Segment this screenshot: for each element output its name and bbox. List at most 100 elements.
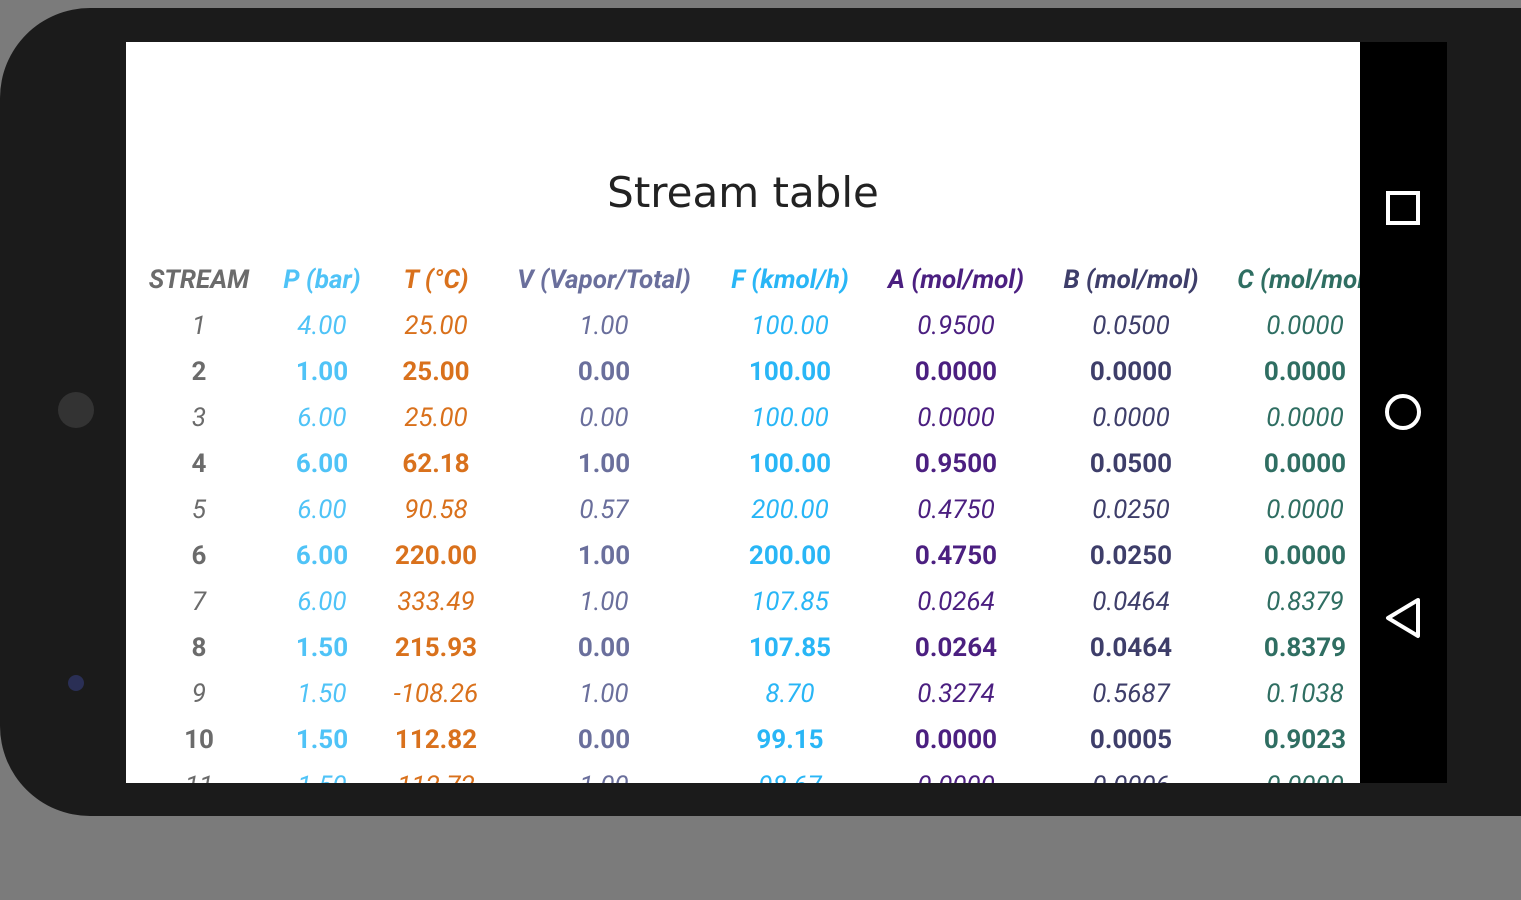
table-cell: 6.00: [297, 495, 347, 525]
column-header: B (mol/mol): [1063, 265, 1199, 295]
table-cell: 6.00: [297, 587, 347, 617]
table-cell: 333.49: [397, 587, 475, 617]
back-button[interactable]: [1386, 598, 1420, 638]
camera: [68, 675, 84, 691]
table-cell: 0.5687: [1092, 679, 1170, 709]
table-cell: 107.85: [748, 633, 832, 663]
table-cell: 0.0000: [1266, 311, 1344, 341]
table-cell: 0.4750: [914, 541, 998, 571]
nav-icons: [1385, 191, 1421, 638]
table-cell: 0.00: [579, 403, 629, 433]
table-cell: 0.9500: [914, 449, 998, 479]
table-cell: 4: [191, 449, 207, 479]
table-cell: 6: [191, 541, 207, 571]
table-cell: 0.4750: [917, 495, 995, 525]
table-cell: 1.00: [577, 449, 631, 479]
table-cell: 100.00: [748, 357, 832, 387]
table-cell: 0.0000: [1195, 769, 1360, 783]
table-cell: 0.1038: [1266, 679, 1344, 709]
table-cell: 25.00: [404, 403, 468, 433]
column-header: V (Vapor/Total): [517, 265, 691, 295]
table-cell: 25.00: [404, 311, 468, 341]
column-header: F (kmol/h): [731, 265, 849, 295]
table-cell: 0.0500: [1092, 311, 1170, 341]
column-header: A (mol/mol): [888, 265, 1024, 295]
table-cell: 0.8379: [1266, 587, 1344, 617]
table-cell: 100.00: [751, 403, 829, 433]
table-cell: 0.0464: [1092, 587, 1170, 617]
table-cell: 25.00: [402, 357, 470, 387]
table-cell: 107.85: [751, 587, 829, 617]
table-cell: 0.0250: [1092, 495, 1170, 525]
table-cell: 0.0000: [1089, 357, 1173, 387]
title: Stream table: [607, 168, 879, 217]
table-cell: 6.00: [295, 449, 349, 479]
column-header: T (°C): [403, 265, 469, 295]
column-header: STREAM: [148, 265, 250, 295]
table-cell: 0.00: [577, 633, 631, 663]
table-cell: 90.58: [404, 495, 468, 525]
table-cell: 1.00: [579, 587, 629, 617]
table-cell: 62.18: [402, 449, 470, 479]
table-cell: 100.00: [751, 311, 829, 341]
table-cell: 0.8379: [1263, 633, 1347, 663]
table-cell: 1.00: [494, 769, 714, 783]
table-cell: 1.50: [295, 633, 349, 663]
table-cell: 5: [191, 495, 207, 525]
table-cell: 0.0000: [1266, 495, 1344, 525]
table-cell: 11: [126, 769, 309, 783]
table-cell: 112.82: [394, 725, 478, 755]
nav-bar: [1360, 42, 1447, 783]
table-cell: 1.00: [577, 541, 631, 571]
table-cell: 100.00: [748, 449, 832, 479]
table-cell: 6.00: [295, 541, 349, 571]
table-cell: 99.15: [756, 725, 824, 755]
table-cell: 0.0500: [1089, 449, 1173, 479]
table-cell: 6.00: [297, 403, 347, 433]
table-cell: 3: [191, 403, 207, 433]
table-cell: 0.0000: [1266, 403, 1344, 433]
table-cell: 0.00: [577, 725, 631, 755]
table-cell: 0.0264: [914, 633, 998, 663]
table-cell: 112.72: [326, 769, 546, 783]
table-cell: 0.0464: [1089, 633, 1173, 663]
table-cell: 0.0000: [1263, 449, 1347, 479]
table-cell: 0.0264: [917, 587, 995, 617]
table-cell: 8: [191, 633, 207, 663]
table-cell: 0.9500: [917, 311, 995, 341]
table-cell: 1.50: [295, 725, 349, 755]
column-header: P (bar): [283, 265, 361, 295]
table-cell: 0.9023: [1263, 725, 1347, 755]
table-cell: -108.26: [393, 679, 479, 709]
table-cell: 0.0000: [1263, 541, 1347, 571]
table-cell: 2: [191, 357, 207, 387]
table-cell: 1.50: [297, 679, 347, 709]
speaker: [58, 392, 94, 428]
table-cell: 200.00: [748, 541, 832, 571]
column-header: C (mol/mol): [1237, 265, 1360, 295]
table-cell: 0.0000: [914, 725, 998, 755]
table-cell: 10: [184, 725, 214, 755]
table-cell: 1.00: [579, 679, 629, 709]
table-cell: 0.0000: [914, 357, 998, 387]
table-cell: 4.00: [297, 311, 347, 341]
table-cell: 0.3274: [917, 679, 995, 709]
table-cell: 8.70: [765, 679, 815, 709]
table-cell: 1: [191, 311, 207, 341]
table-cell: 98.67: [680, 769, 900, 783]
table-cell: 0.0000: [917, 403, 995, 433]
table-cell: 0.0000: [1092, 403, 1170, 433]
table-cell: 220.00: [394, 541, 478, 571]
home-button[interactable]: [1385, 394, 1421, 430]
table-cell: 0.0000: [846, 769, 1066, 783]
recents-button[interactable]: [1386, 191, 1420, 225]
table-cell: 0.0005: [1089, 725, 1173, 755]
table-cell: 200.00: [751, 495, 829, 525]
table-cell: 9: [191, 679, 207, 709]
screen: Stream table STREAM P (bar) T (°C) V (Vapor…: [126, 42, 1360, 783]
table-cell: 0.0250: [1089, 541, 1173, 571]
table-cell: 0.0000: [1263, 357, 1347, 387]
table-cell: 1.00: [295, 357, 349, 387]
